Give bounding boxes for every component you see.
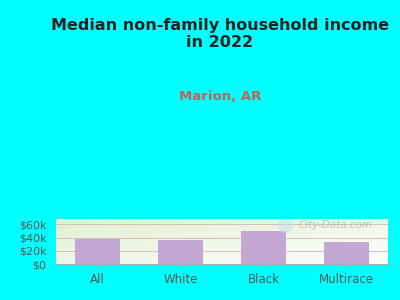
Bar <box>158 240 203 264</box>
Text: Marion, AR: Marion, AR <box>179 90 261 103</box>
Text: Median non-family household income
in 2022: Median non-family household income in 20… <box>51 18 389 50</box>
Bar <box>75 238 120 264</box>
Text: City-Data.com: City-Data.com <box>298 220 372 230</box>
Bar <box>324 242 369 264</box>
Bar <box>241 231 286 264</box>
